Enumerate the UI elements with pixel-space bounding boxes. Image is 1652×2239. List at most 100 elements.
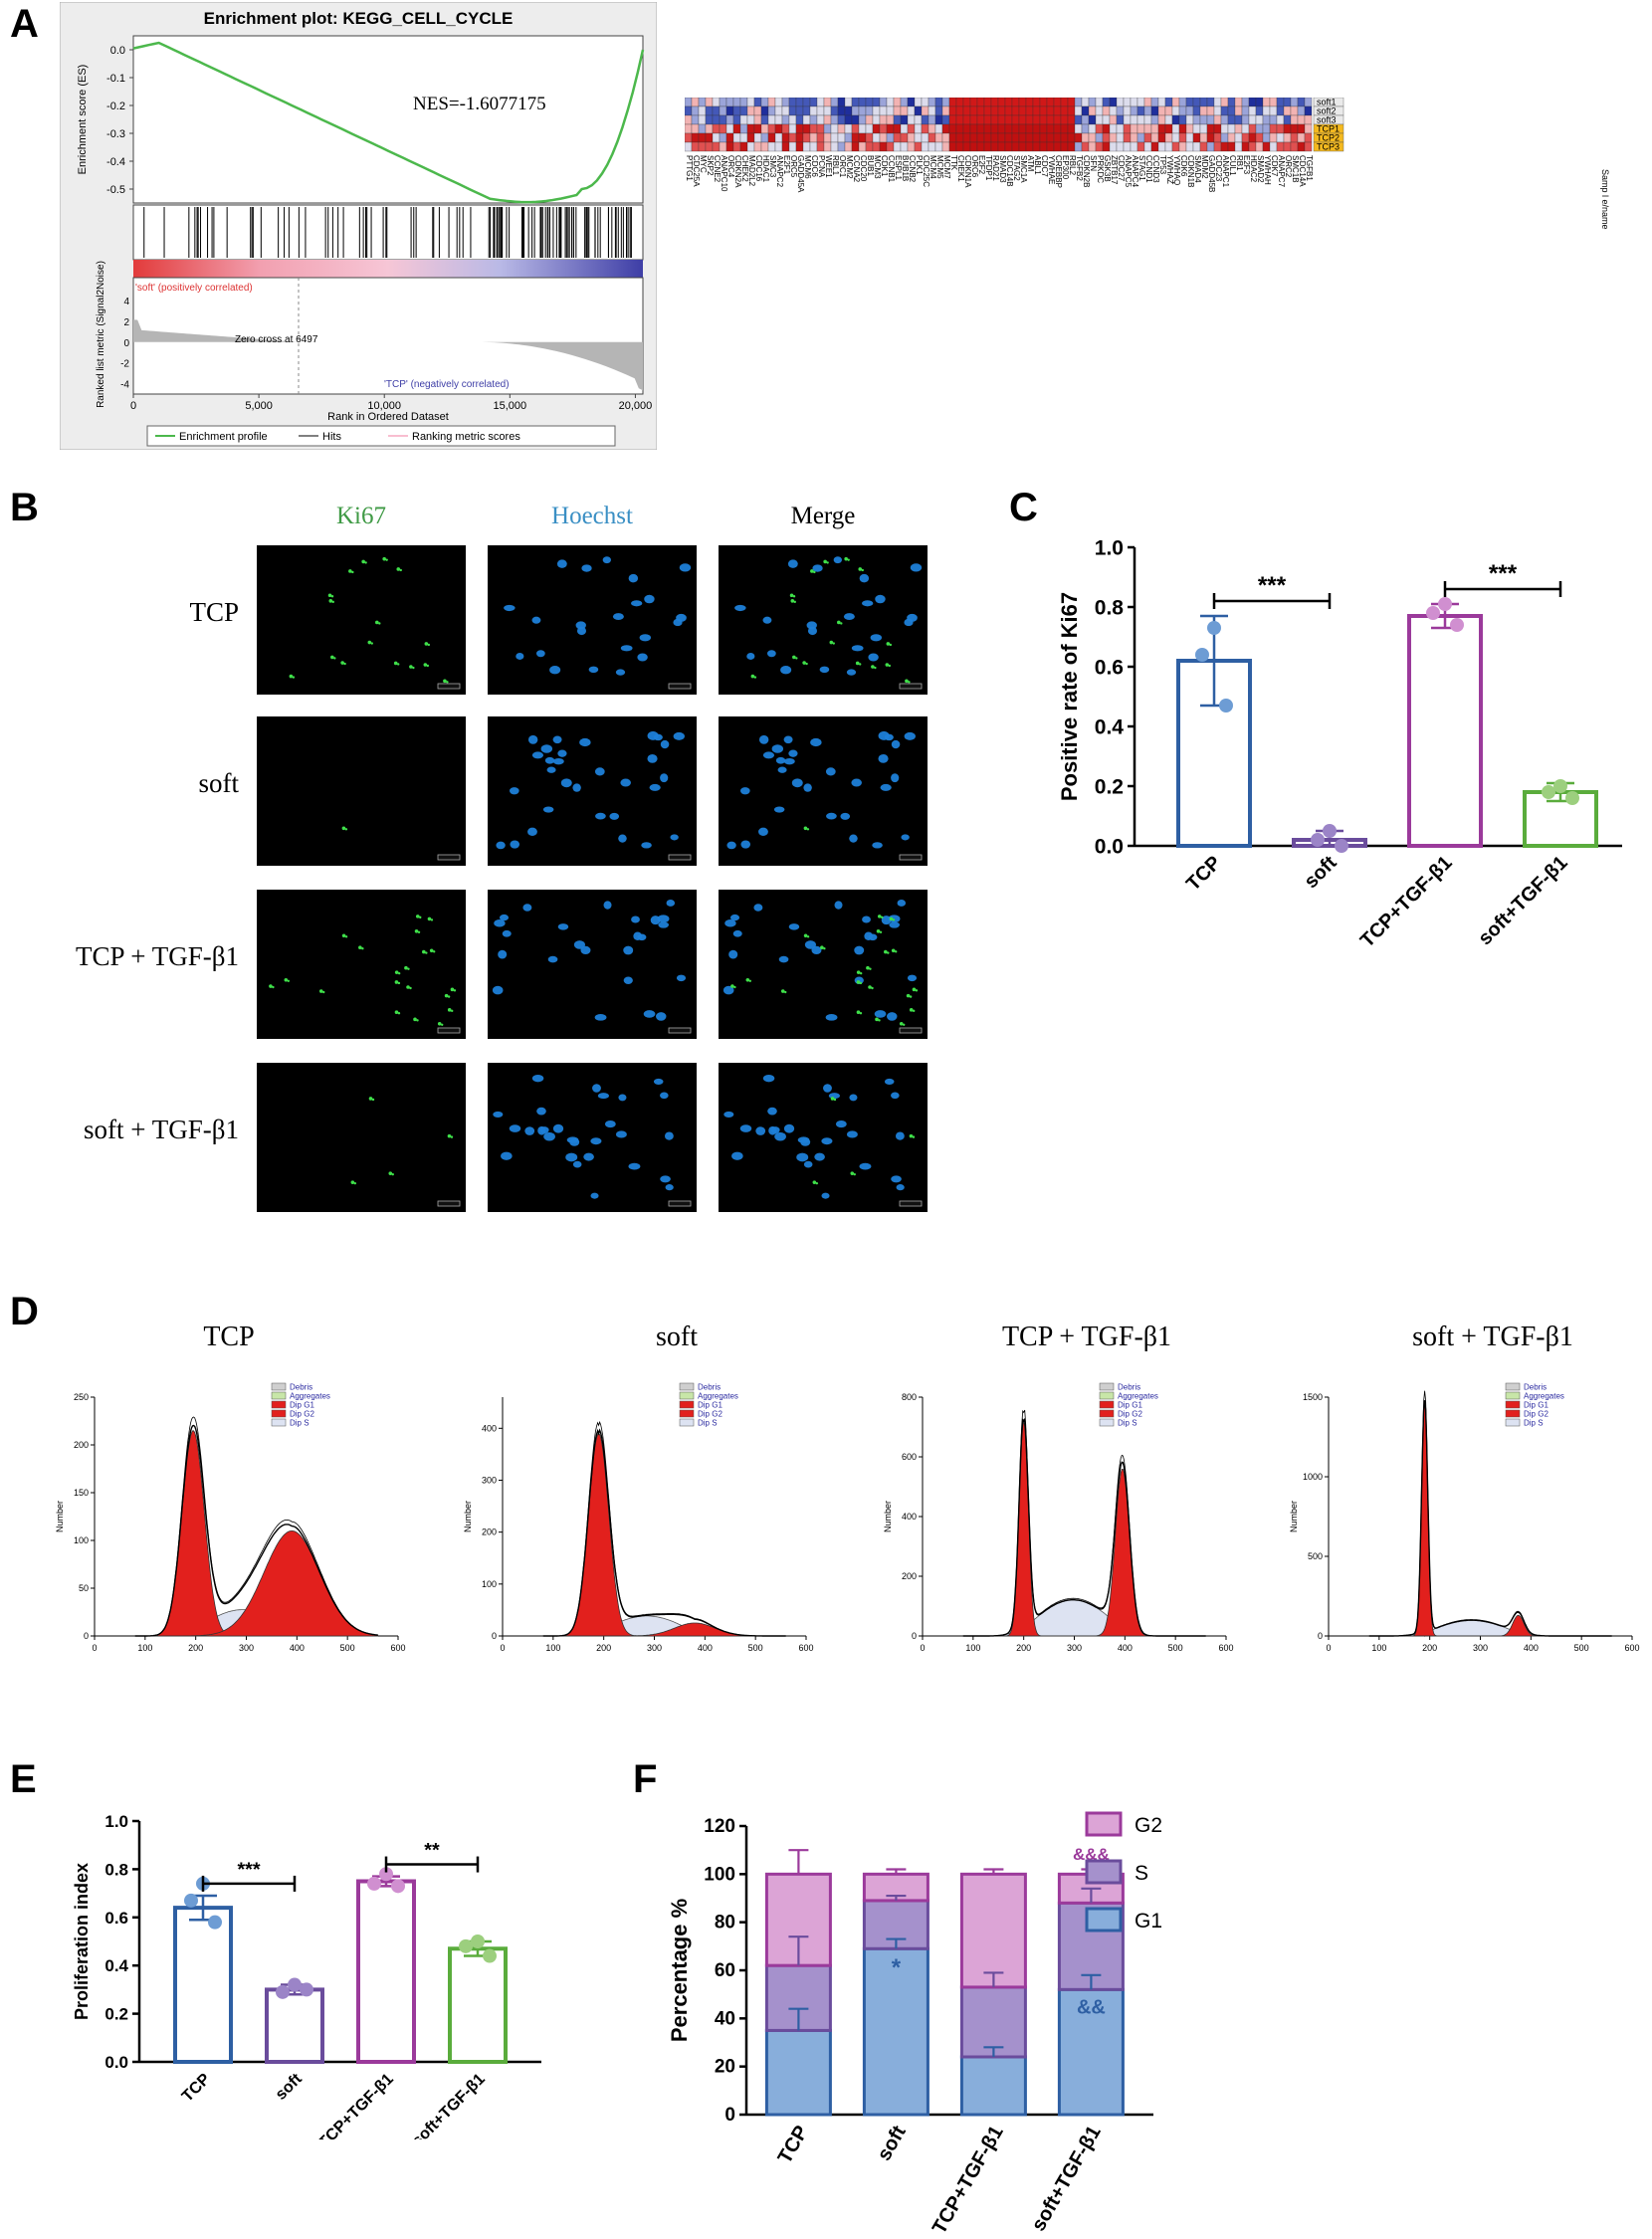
heatmap-gene-label: CDC25C	[922, 155, 930, 187]
heatmap-cell	[739, 123, 748, 134]
heatmap-cell	[983, 141, 992, 152]
heatmap-gene-label: RB1	[1235, 155, 1244, 171]
heatmap-cell	[767, 105, 776, 116]
heatmap-gene-label: TP53	[1158, 155, 1167, 175]
heatmap-cell	[886, 141, 895, 152]
ki67-signal	[341, 933, 346, 938]
heatmap-cell	[705, 105, 714, 116]
heatmap-gene-label: E2F3	[1242, 155, 1251, 175]
heatmap-gene-label: GSK3B	[1103, 155, 1112, 182]
heatmap-cell	[1220, 132, 1229, 143]
nucleus	[755, 1126, 766, 1135]
ki67-signal	[429, 948, 434, 953]
ki67-signal	[875, 1017, 879, 1022]
heatmap-cell	[844, 141, 853, 152]
stacked-segment	[959, 1985, 1027, 2059]
heatmap-cell	[1074, 132, 1083, 143]
legend-swatch	[1085, 1907, 1123, 1933]
nucleus	[572, 783, 581, 792]
nucleus	[531, 751, 544, 759]
flow-legend-label: Dip S	[1524, 1419, 1544, 1428]
heatmap-cell	[823, 105, 832, 116]
heatmap-cell	[712, 114, 721, 125]
heatmap-cell	[781, 98, 790, 107]
heatmap-gene-label: CHEK2	[740, 155, 749, 182]
x-tick-label: TCP+TGF-β1	[314, 2070, 396, 2139]
heatmap-cell	[934, 114, 943, 125]
heatmap-cell	[1032, 98, 1041, 107]
heatmap-cell	[691, 132, 700, 143]
heatmap-cell	[1116, 98, 1125, 107]
heatmap-cell	[1074, 141, 1083, 152]
ki67-signal	[318, 989, 323, 993]
heatmap-cell	[823, 141, 832, 152]
heatmap-cell	[746, 141, 755, 152]
ki67-signal	[866, 965, 870, 970]
heatmap-cell	[928, 114, 936, 125]
heatmap-cell	[955, 98, 964, 107]
nucleus	[493, 1111, 504, 1118]
rank-tick: -2	[120, 359, 129, 370]
nucleus	[557, 749, 567, 757]
heatmap-cell	[1213, 132, 1222, 143]
heatmap-sample-label: TCP2	[1317, 133, 1340, 143]
nucleus	[753, 904, 763, 912]
heatmap-cell	[685, 141, 693, 152]
es-tick: -0.1	[106, 73, 125, 85]
flow-y-tick: 150	[74, 1488, 89, 1498]
nucleus	[851, 645, 864, 652]
nucleus	[907, 974, 918, 982]
nucleus	[740, 840, 751, 849]
y-tick-label: 100	[704, 1864, 735, 1885]
nucleus	[618, 1094, 627, 1102]
heatmap-cell	[1136, 123, 1145, 134]
heatmap-gene-label: SMC1B	[1291, 155, 1300, 183]
flow-x-tick: 500	[1574, 1643, 1589, 1653]
heatmap-cell	[1116, 114, 1125, 125]
nucleus	[870, 634, 883, 642]
x-tick-label: soft	[1300, 852, 1341, 893]
data-point	[1426, 606, 1440, 620]
legend-ranking: Ranking metric scores	[412, 431, 520, 443]
heatmap-gene-label: CDKN2A	[733, 155, 742, 188]
heatmap-gene-label: SMAD4	[1193, 155, 1202, 183]
panel-label-a: A	[10, 2, 39, 46]
flow-x-tick: 300	[647, 1643, 662, 1653]
nucleus	[560, 778, 572, 788]
nucleus	[615, 669, 626, 676]
nucleus	[862, 916, 871, 923]
heatmap-gene-label: RBL2	[1068, 155, 1077, 176]
heatmap-cell	[1074, 114, 1083, 125]
x-tick-label: soft+TGF-β1	[408, 2070, 488, 2139]
heatmap-cell	[928, 98, 936, 107]
heatmap-cell	[1011, 141, 1020, 152]
ki67-signal	[424, 642, 429, 646]
panel-label-c: C	[1009, 486, 1038, 529]
heatmap-cell	[934, 123, 943, 134]
heatmap-cell	[1067, 141, 1076, 152]
heatmap-cell	[1025, 114, 1034, 125]
heatmap-cell	[774, 114, 783, 125]
flow-x-tick: 600	[798, 1643, 813, 1653]
heatmap-cell	[781, 123, 790, 134]
nucleus	[766, 650, 776, 658]
ki67-signal	[443, 679, 447, 684]
heatmap-cell	[712, 98, 721, 107]
nucleus	[891, 739, 901, 749]
nucleus	[620, 778, 631, 787]
heatmap-cell	[886, 98, 895, 107]
flow-y-tick: 0	[912, 1631, 917, 1641]
heatmap-cell	[997, 141, 1006, 152]
heatmap-cell	[1136, 105, 1145, 116]
heatmap-cell	[1241, 132, 1250, 143]
enrichment-profile-line	[132, 41, 645, 204]
heatmap-cell	[1199, 123, 1208, 134]
ki67-signal	[906, 993, 911, 998]
heatmap-gene-label: ANAPC10	[720, 155, 728, 192]
nucleus	[540, 744, 553, 753]
heatmap-cell	[1130, 114, 1138, 125]
ki67-signal	[856, 980, 861, 984]
heatmap-cell	[1150, 98, 1159, 107]
heatmap-cell	[844, 105, 853, 116]
heatmap-cell	[739, 105, 748, 116]
